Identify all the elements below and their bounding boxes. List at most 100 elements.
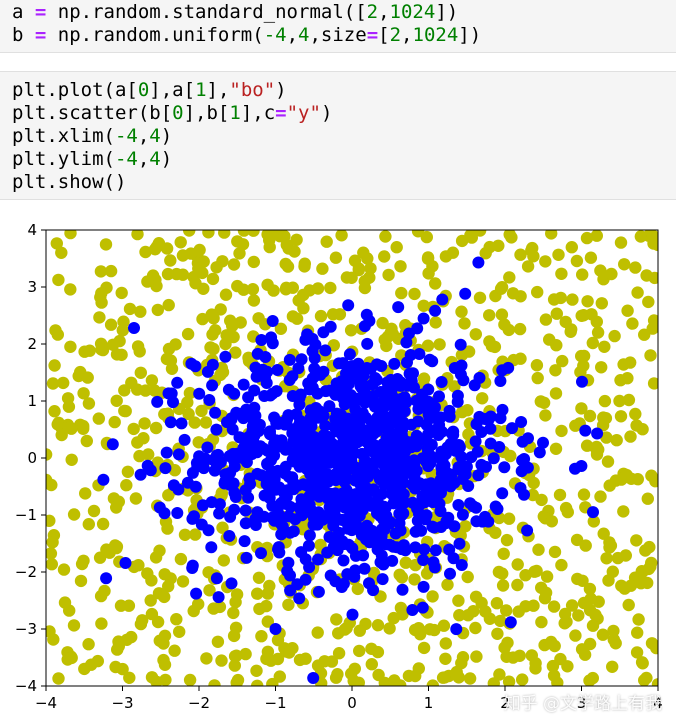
scatter-point-yellow — [632, 613, 645, 626]
scatter-point-blue — [319, 385, 332, 398]
scatter-point-yellow — [590, 315, 603, 328]
scatter-point-blue — [199, 452, 212, 465]
scatter-point-yellow — [152, 237, 166, 251]
scatter-point-yellow — [176, 268, 190, 281]
scatter-point-blue — [455, 450, 468, 463]
scatter-point-blue — [496, 487, 509, 500]
scatter-point-yellow — [150, 279, 163, 293]
scatter-point-yellow — [210, 261, 223, 274]
scatter-point-yellow — [464, 230, 477, 242]
scatter-point-blue — [357, 369, 370, 382]
scatter-point-yellow — [511, 558, 524, 571]
scatter-point-yellow — [581, 295, 594, 308]
scatter-point-yellow — [631, 286, 644, 299]
scatter-point-yellow — [462, 345, 476, 358]
scatter-point-yellow — [600, 431, 613, 444]
scatter-point-yellow — [158, 590, 171, 604]
scatter-point-blue — [349, 564, 362, 577]
scatter-point-yellow — [164, 254, 177, 267]
x-tick-label: −4 — [35, 694, 57, 712]
code-token: 1024 — [412, 24, 459, 46]
scatter-point-yellow — [549, 442, 563, 455]
scatter-point-blue — [404, 349, 417, 361]
scatter-point-yellow — [252, 312, 265, 325]
scatter-point-blue — [426, 355, 439, 368]
scatter-point-yellow — [46, 558, 58, 571]
code-token: ],b[ — [183, 102, 230, 124]
code-token: -4 — [114, 148, 138, 170]
scatter-point-blue — [307, 486, 320, 499]
y-tick-label: 1 — [27, 392, 37, 410]
scatter-point-yellow — [399, 556, 412, 569]
scatter-point-yellow — [577, 359, 590, 372]
scatter-point-blue — [579, 424, 592, 437]
scatter-point-blue — [305, 429, 318, 442]
scatter-point-blue — [426, 496, 439, 509]
scatter-point-yellow — [503, 271, 516, 284]
scatter-point-blue — [448, 476, 461, 489]
scatter-point-yellow — [496, 579, 510, 592]
scatter-point-yellow — [46, 514, 56, 527]
scatter-point-yellow — [189, 528, 202, 541]
scatter-point-blue — [417, 312, 430, 325]
scatter-point-yellow — [587, 515, 600, 528]
scatter-point-yellow — [197, 255, 210, 268]
scatter-point-blue — [443, 404, 456, 417]
scatter-point-yellow — [558, 607, 572, 621]
scatter-point-yellow — [639, 544, 652, 557]
scatter-point-yellow — [569, 629, 582, 642]
scatter-point-yellow — [584, 251, 598, 264]
scatter-point-yellow — [145, 374, 159, 387]
scatter-point-blue — [475, 426, 488, 438]
scatter-point-blue — [396, 583, 409, 596]
scatter-point-yellow — [648, 271, 658, 285]
scatter-point-blue — [295, 353, 308, 366]
scatter-point-yellow — [602, 574, 615, 587]
scatter-point-yellow — [489, 526, 502, 539]
scatter-point-yellow — [136, 614, 149, 627]
code-cell-1[interactable]: a = np.random.standard_normal([2,1024]) b… — [0, 0, 676, 53]
scatter-point-yellow — [120, 479, 133, 492]
scatter-point-yellow — [104, 264, 118, 278]
scatter-point-blue — [435, 425, 448, 438]
scatter-point-blue — [210, 423, 223, 436]
scatter-point-blue — [271, 364, 284, 376]
scatter-point-yellow — [605, 267, 618, 281]
scatter-point-yellow — [608, 329, 621, 343]
scatter-point-yellow — [116, 324, 129, 337]
scatter-point-yellow — [271, 652, 285, 666]
scatter-point-yellow — [531, 371, 544, 385]
scatter-point-blue — [421, 441, 434, 454]
scatter-point-yellow — [610, 434, 623, 447]
scatter-point-blue — [389, 527, 402, 540]
code-token: plt.ylim( — [12, 148, 115, 170]
scatter-point-yellow — [148, 384, 161, 397]
scatter-point-yellow — [545, 515, 558, 528]
scatter-point-blue — [345, 524, 358, 537]
code-token: [ — [378, 24, 390, 46]
x-tick-label: −1 — [264, 694, 286, 712]
scatter-point-yellow — [114, 599, 128, 612]
scatter-point-yellow — [500, 604, 513, 617]
scatter-point-yellow — [181, 327, 195, 341]
scatter-point-blue — [409, 525, 422, 538]
scatter-point-blue — [275, 434, 288, 447]
scatter-point-yellow — [388, 674, 401, 686]
scatter-point-blue — [378, 409, 391, 422]
code-cell-2[interactable]: plt.plot(a[0],a[1],"bo") plt.scatter(b[0]… — [0, 71, 676, 200]
scatter-point-yellow — [183, 386, 197, 400]
scatter-point-blue — [361, 337, 374, 350]
scatter-point-blue — [299, 573, 312, 586]
scatter-point-yellow — [603, 479, 616, 492]
scatter-point-yellow — [459, 520, 472, 533]
code-token: plt.plot(a[ — [12, 79, 138, 101]
scatter-point-blue — [323, 400, 336, 413]
scatter-point-yellow — [351, 582, 364, 596]
scatter-point-yellow — [247, 294, 261, 307]
x-tick-label: −3 — [111, 694, 133, 712]
scatter-point-blue — [277, 417, 290, 429]
scatter-plot: −4 −3 −2 −1 0 1 2 3 4 4 3 2 1 0 −1 −2 −3 −4 — [15, 221, 663, 712]
scatter-point-blue — [303, 529, 316, 542]
scatter-point-blue — [360, 308, 373, 321]
scatter-point-yellow — [55, 246, 68, 259]
